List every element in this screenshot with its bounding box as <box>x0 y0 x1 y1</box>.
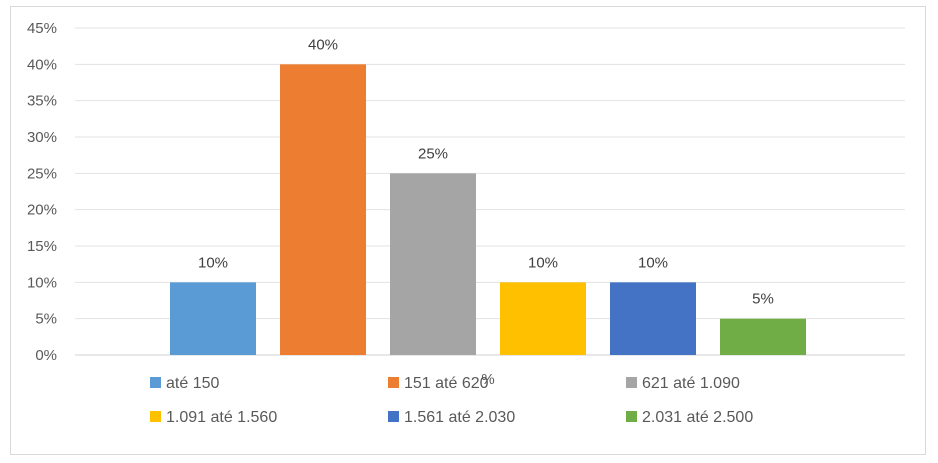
data-labels: 10% 40% 25% 10% 10% 5% <box>198 36 774 307</box>
legend-swatch <box>150 377 161 388</box>
legend: até 150 151 até 620 621 até 1.090 1.091 até… <box>150 375 753 426</box>
y-tick-label: 20% <box>27 202 57 219</box>
bars <box>170 64 806 355</box>
legend-entry: 151 até 620 <box>404 375 489 392</box>
y-axis-ticks: 0% 5% 10% 15% 20% 25% 30% 35% 40% 45% <box>27 20 57 364</box>
legend-swatch <box>150 411 161 422</box>
data-label: 5% <box>752 291 774 308</box>
legend-entry: 1.091 até 1.560 <box>166 409 277 426</box>
data-label: 10% <box>528 254 558 271</box>
bar <box>280 64 366 355</box>
legend-swatch <box>388 377 399 388</box>
y-tick-label: 0% <box>35 347 57 364</box>
legend-swatch <box>626 377 637 388</box>
bar <box>170 282 256 355</box>
data-label: 25% <box>418 145 448 162</box>
legend-swatch <box>388 411 399 422</box>
y-tick-label: 10% <box>27 274 57 291</box>
bar <box>390 173 476 355</box>
y-tick-label: 45% <box>27 20 57 37</box>
legend-entry: 1.561 até 2.030 <box>404 409 515 426</box>
bar <box>720 318 806 355</box>
y-tick-label: 5% <box>35 311 57 328</box>
data-label: 40% <box>308 36 338 53</box>
y-tick-label: 40% <box>27 56 57 73</box>
y-tick-label: 35% <box>27 93 57 110</box>
legend-entry: 2.031 até 2.500 <box>642 409 753 426</box>
data-label: 10% <box>198 254 228 271</box>
legend-swatch <box>626 411 637 422</box>
legend-entry: 621 até 1.090 <box>642 375 740 392</box>
bar <box>610 282 696 355</box>
legend-entry: até 150 <box>166 375 219 392</box>
y-tick-label: 30% <box>27 129 57 146</box>
x-axis-label: % <box>481 371 494 388</box>
bar <box>500 282 586 355</box>
y-tick-label: 25% <box>27 165 57 182</box>
y-tick-label: 15% <box>27 238 57 255</box>
data-label: 10% <box>638 254 668 271</box>
